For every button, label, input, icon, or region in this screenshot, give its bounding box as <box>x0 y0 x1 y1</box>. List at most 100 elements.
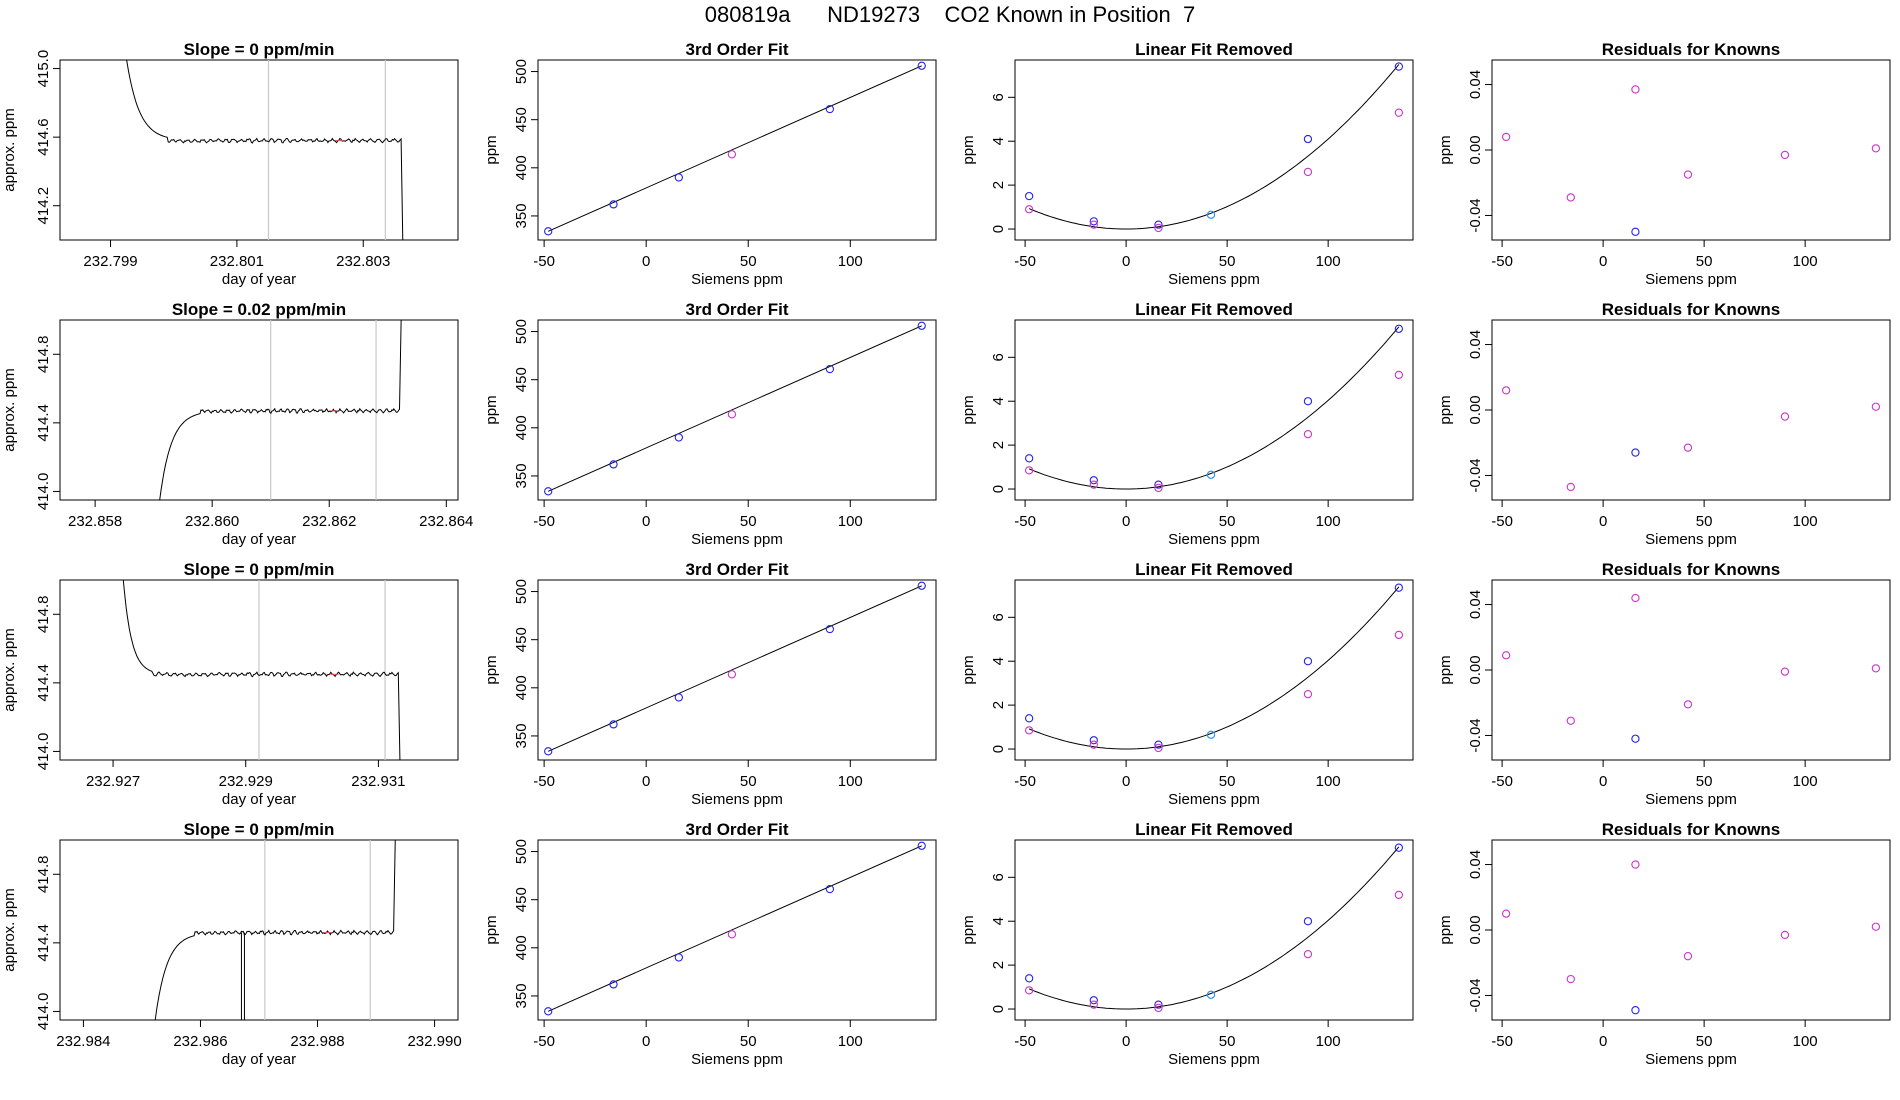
panel-4-2: 3rd Order Fit -50 0 50 100 Siemens ppm 350 400 4… <box>483 820 937 1068</box>
plot-frame <box>1491 839 1891 1021</box>
y-tick-label: 450 <box>513 107 530 132</box>
data-point <box>1154 223 1163 233</box>
data-point <box>1303 917 1313 926</box>
panel-title: Linear Fit Removed <box>1135 820 1293 839</box>
data-point <box>1154 480 1163 489</box>
x-tick-label: 50 <box>740 513 757 530</box>
y-axis-label: ppm <box>1437 135 1454 164</box>
fit-line <box>548 585 922 752</box>
y-tick-label: 414.2 <box>35 187 52 225</box>
x-tick-label: -50 <box>1014 513 1036 530</box>
data-point <box>1206 210 1216 219</box>
x-tick-label: 100 <box>838 1033 863 1050</box>
data-point <box>1683 700 1693 709</box>
plot-frame <box>1014 579 1414 761</box>
y-tick-label: 0 <box>990 745 1007 753</box>
data-point <box>1394 630 1404 640</box>
plot-area <box>544 841 926 1016</box>
plot-frame <box>59 319 459 501</box>
x-tick-label: 0 <box>1122 513 1130 530</box>
plot-area <box>1024 62 1404 233</box>
y-tick-label: 6 <box>990 613 1007 621</box>
y-tick-label: 414.4 <box>35 924 52 962</box>
plot-area <box>1024 324 1404 493</box>
data-point <box>1501 909 1511 918</box>
panel-title: Residuals for Knowns <box>1602 820 1781 839</box>
x-tick-label: 0 <box>1599 773 1607 790</box>
data-point <box>674 173 683 182</box>
y-tick-label: 500 <box>513 579 530 604</box>
panel-3-4: Residuals for Knowns -50 0 50 100 Siemens ppm… <box>1437 560 1891 808</box>
fit-line <box>548 845 922 1012</box>
y-axis-label: ppm <box>483 655 500 684</box>
data-point <box>1206 470 1216 479</box>
data-point <box>1154 1003 1163 1013</box>
data-point <box>825 364 835 374</box>
data-point <box>1683 170 1693 179</box>
x-tick-label: 50 <box>740 773 757 790</box>
x-tick-label: 50 <box>1219 513 1236 530</box>
y-tick-label: 414.4 <box>35 404 52 442</box>
data-point <box>1394 890 1404 900</box>
data-point <box>1683 952 1693 961</box>
data-point <box>1501 132 1511 142</box>
y-tick-label: 2 <box>990 181 1007 189</box>
x-tick-label: 0 <box>642 1033 650 1050</box>
y-tick-label: 2 <box>990 961 1007 969</box>
y-tick-label: 414.8 <box>35 596 52 634</box>
x-tick-label: 232.984 <box>56 1033 110 1050</box>
x-axis-label: Siemens ppm <box>691 271 783 288</box>
x-tick-label: 232.864 <box>419 513 473 530</box>
x-tick-label: -50 <box>533 773 555 790</box>
panel-title: Slope = 0 ppm/min <box>184 820 335 839</box>
fit-line <box>548 65 922 232</box>
x-tick-label: 232.927 <box>86 773 140 790</box>
data-point <box>1501 386 1511 395</box>
panel-title: Slope = 0 ppm/min <box>184 40 335 59</box>
y-tick-label: 6 <box>990 93 1007 101</box>
data-point <box>544 1007 553 1016</box>
y-axis-label: approx. ppm <box>1 368 18 451</box>
x-tick-label: 50 <box>740 253 757 270</box>
data-point <box>1566 193 1575 202</box>
y-tick-label: 450 <box>513 367 530 392</box>
data-point <box>1566 716 1575 725</box>
y-tick-label: 400 <box>513 935 530 960</box>
data-point <box>1631 1006 1640 1015</box>
data-point <box>1303 167 1313 177</box>
x-tick-label: 50 <box>1696 253 1713 270</box>
data-point <box>544 747 553 756</box>
data-point <box>1303 657 1313 666</box>
panel-title: 3rd Order Fit <box>686 40 789 59</box>
x-tick-label: 232.988 <box>290 1033 344 1050</box>
y-axis-label: ppm <box>483 135 500 164</box>
plot-area <box>1501 593 1881 743</box>
y-tick-label: 0.04 <box>1467 850 1484 879</box>
x-axis-label: day of year <box>222 271 296 288</box>
data-point <box>1780 150 1790 160</box>
data-point <box>1394 583 1404 592</box>
data-point <box>1089 996 1098 1005</box>
x-tick-label: 0 <box>1122 773 1130 790</box>
fit-curve <box>1028 586 1400 750</box>
data-point <box>1871 664 1881 673</box>
x-tick-label: -50 <box>1491 773 1513 790</box>
panel-4-3: Linear Fit Removed -50 0 50 100 Siemens ppm 0 2… <box>960 820 1414 1068</box>
x-tick-label: 232.986 <box>173 1033 227 1050</box>
y-tick-label: 414.0 <box>35 993 52 1031</box>
y-tick-label: 350 <box>513 203 530 228</box>
data-point <box>1780 667 1790 676</box>
data-point <box>1871 402 1881 411</box>
panel-2-2: 3rd Order Fit -50 0 50 100 Siemens ppm 350 400 4… <box>483 300 937 548</box>
data-point <box>1089 740 1098 749</box>
plot-frame <box>59 59 459 241</box>
y-axis-label: approx. ppm <box>1 888 18 971</box>
y-tick-label: 414.6 <box>35 118 52 156</box>
x-axis-label: Siemens ppm <box>1168 531 1260 548</box>
y-tick-label: 2 <box>990 701 1007 709</box>
panel-title: Slope = 0 ppm/min <box>184 560 335 579</box>
y-tick-label: 415.0 <box>35 50 52 88</box>
x-tick-label: -50 <box>1491 1033 1513 1050</box>
x-tick-label: 232.801 <box>210 253 264 270</box>
data-point <box>825 884 835 894</box>
